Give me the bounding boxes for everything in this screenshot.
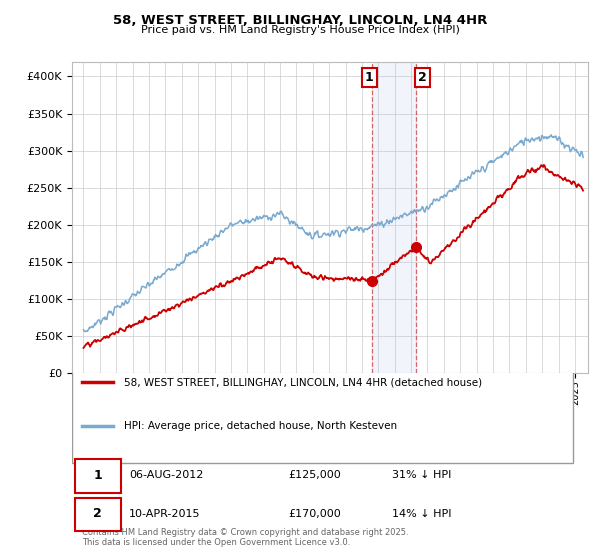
Text: 31% ↓ HPI: 31% ↓ HPI [392, 470, 451, 480]
Text: HPI: Average price, detached house, North Kesteven: HPI: Average price, detached house, Nort… [124, 421, 397, 431]
Text: £170,000: £170,000 [289, 508, 341, 519]
FancyBboxPatch shape [74, 459, 121, 493]
FancyBboxPatch shape [74, 498, 121, 531]
Text: 14% ↓ HPI: 14% ↓ HPI [392, 508, 451, 519]
Text: 58, WEST STREET, BILLINGHAY, LINCOLN, LN4 4HR: 58, WEST STREET, BILLINGHAY, LINCOLN, LN… [113, 14, 487, 27]
Text: Price paid vs. HM Land Registry's House Price Index (HPI): Price paid vs. HM Land Registry's House … [140, 25, 460, 35]
FancyBboxPatch shape [72, 363, 572, 463]
Text: 2: 2 [418, 71, 427, 84]
Text: 1: 1 [94, 469, 102, 482]
Text: Contains HM Land Registry data © Crown copyright and database right 2025.
This d: Contains HM Land Registry data © Crown c… [82, 528, 409, 547]
Text: 2: 2 [94, 507, 102, 520]
Text: 10-APR-2015: 10-APR-2015 [129, 508, 200, 519]
Text: 1: 1 [365, 71, 374, 84]
Text: 58, WEST STREET, BILLINGHAY, LINCOLN, LN4 4HR (detached house): 58, WEST STREET, BILLINGHAY, LINCOLN, LN… [124, 377, 482, 387]
Bar [372, 62, 416, 374]
Text: £125,000: £125,000 [289, 470, 341, 480]
Text: 06-AUG-2012: 06-AUG-2012 [129, 470, 203, 480]
